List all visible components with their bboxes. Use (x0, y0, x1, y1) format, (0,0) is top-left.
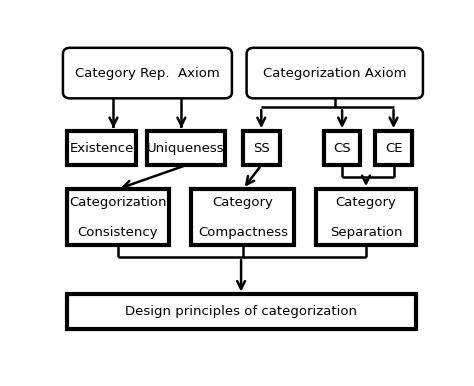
Text: Categorization Axiom: Categorization Axiom (263, 66, 407, 80)
FancyBboxPatch shape (246, 48, 423, 98)
Text: CE: CE (385, 142, 402, 155)
Text: SS: SS (253, 142, 270, 155)
FancyBboxPatch shape (316, 189, 416, 245)
Text: CS: CS (333, 142, 351, 155)
Text: Uniqueness: Uniqueness (147, 142, 225, 155)
Text: Category Rep.  Axiom: Category Rep. Axiom (75, 66, 220, 80)
FancyBboxPatch shape (375, 131, 412, 165)
FancyBboxPatch shape (191, 189, 294, 245)
Text: Category

Compactness: Category Compactness (198, 196, 288, 239)
FancyBboxPatch shape (63, 48, 232, 98)
FancyBboxPatch shape (324, 131, 360, 165)
FancyBboxPatch shape (243, 131, 280, 165)
Text: Categorization

Consistency: Categorization Consistency (69, 196, 167, 239)
FancyBboxPatch shape (66, 131, 137, 165)
FancyBboxPatch shape (147, 131, 225, 165)
Text: Existence: Existence (69, 142, 134, 155)
Text: Design principles of categorization: Design principles of categorization (125, 305, 357, 318)
Text: Category

Separation: Category Separation (330, 196, 402, 239)
FancyBboxPatch shape (66, 295, 416, 329)
FancyBboxPatch shape (66, 189, 170, 245)
